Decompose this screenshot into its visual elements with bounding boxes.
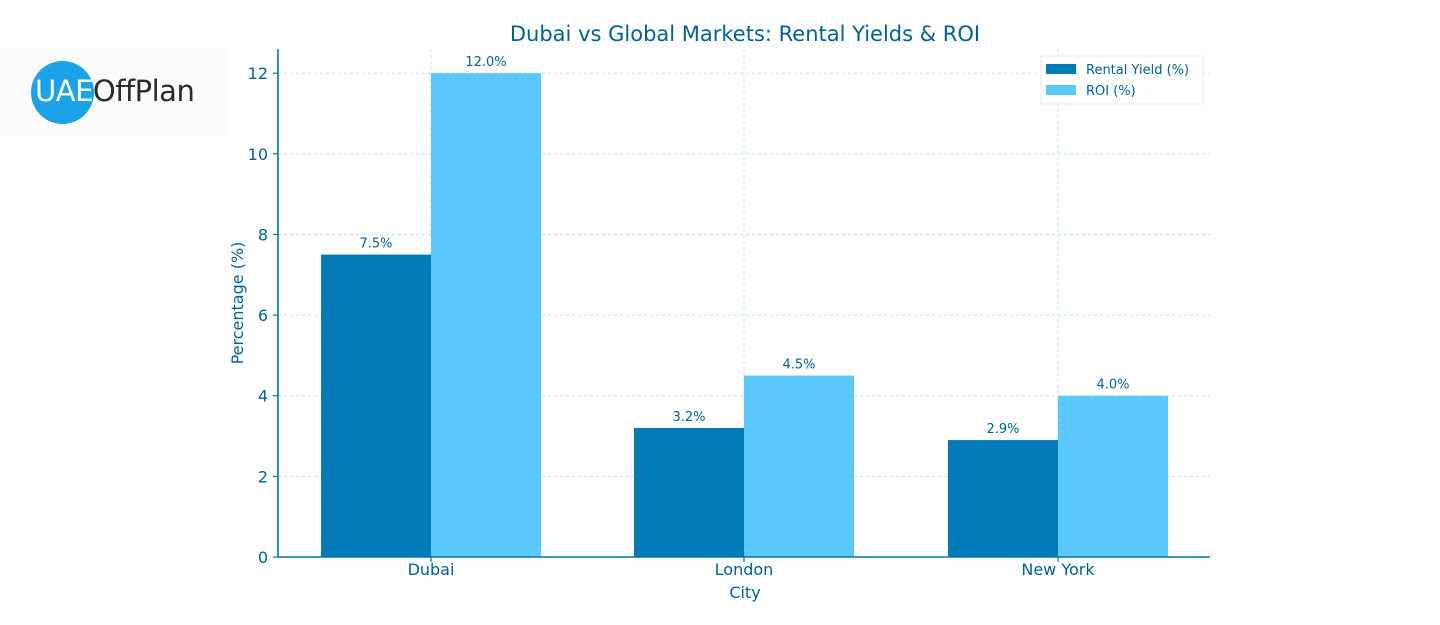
bar — [1058, 395, 1168, 557]
bars — [321, 73, 1168, 557]
logo-wordmark: UAEOffPlan — [35, 74, 195, 108]
bar — [431, 73, 541, 557]
bar — [948, 440, 1058, 557]
logo-badge — [31, 61, 94, 124]
bar-value-label: 4.0% — [1096, 378, 1129, 393]
legend-label-roi: ROI (%) — [1086, 84, 1136, 99]
logo-text-uae: UAE — [35, 74, 93, 108]
x-tick-label: London — [715, 560, 774, 579]
brand-logo: UAEOffPlan — [0, 48, 228, 136]
y-tick-label: 6 — [258, 306, 268, 325]
legend-swatch-roi — [1046, 85, 1076, 95]
y-tick-label: 0 — [258, 548, 268, 567]
y-tick-label: 10 — [248, 145, 268, 164]
logo-text-offplan: OffPlan — [92, 74, 195, 108]
bar-value-label: 3.2% — [672, 410, 705, 425]
legend-swatch-rental-yield — [1046, 64, 1076, 74]
y-tick-label: 12 — [248, 64, 268, 83]
y-axis-label: Percentage (%) — [228, 242, 247, 365]
y-tick-label: 4 — [258, 387, 268, 406]
bar-value-label: 4.5% — [782, 358, 815, 373]
x-tick-label: New York — [1021, 560, 1095, 579]
legend: Rental Yield (%) ROI (%) — [1040, 55, 1204, 105]
data-labels: 7.5% 12.0% 3.2% 4.5% 2.9% 4.0% — [359, 55, 1129, 437]
axes: 0 2 4 6 8 10 12 Dubai London New York — [248, 49, 1210, 579]
bar — [321, 254, 431, 557]
x-tick-label: Dubai — [408, 560, 455, 579]
bar-value-label: 7.5% — [359, 237, 392, 252]
bar-value-label: 12.0% — [465, 55, 506, 70]
x-axis-label: City — [729, 583, 760, 602]
bar — [634, 427, 744, 557]
legend-label-rental-yield: Rental Yield (%) — [1086, 63, 1189, 78]
y-tick-label: 2 — [258, 467, 268, 486]
bar — [744, 375, 854, 557]
bar-value-label: 2.9% — [986, 422, 1019, 437]
chart-title: Dubai vs Global Markets: Rental Yields &… — [510, 22, 980, 46]
y-tick-label: 8 — [258, 225, 268, 244]
